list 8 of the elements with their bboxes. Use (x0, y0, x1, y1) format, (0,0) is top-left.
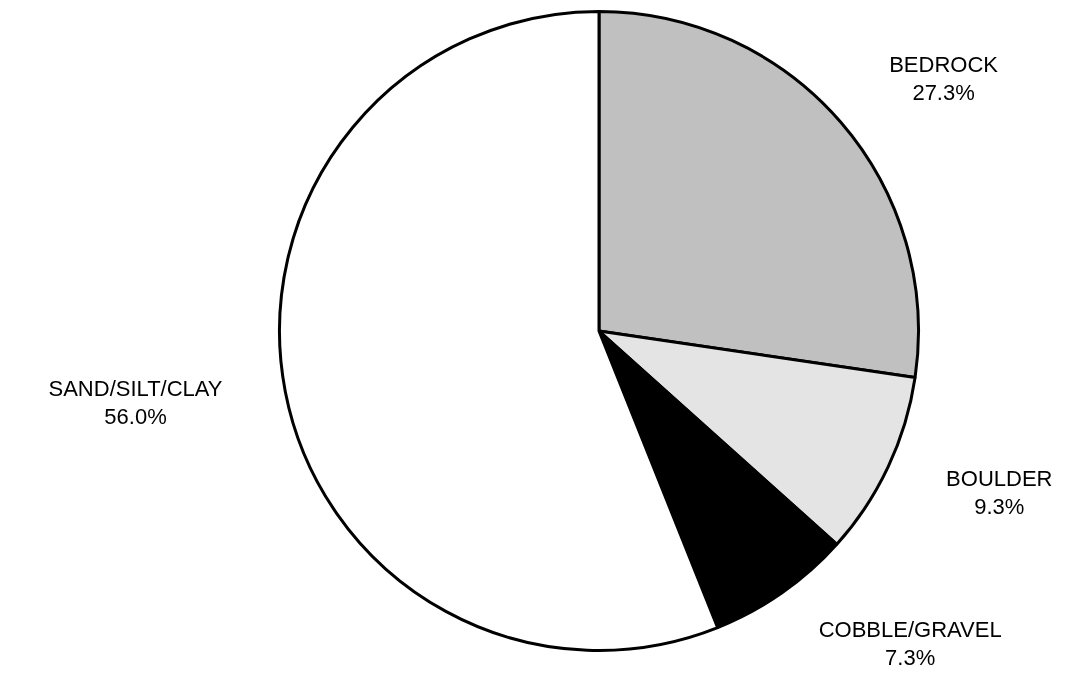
slice-label: BOULDER (946, 465, 1053, 491)
slice-label: COBBLE/GRAVEL (818, 617, 1002, 643)
data-label: 9.3% (974, 493, 1025, 519)
data-label: 7.3% (885, 645, 936, 671)
data-label: 27.3% (912, 80, 975, 106)
slice-label: BEDROCK (889, 52, 999, 78)
slice-label: SAND/SILT/CLAY (48, 375, 223, 401)
data-label: 56.0% (104, 403, 167, 429)
